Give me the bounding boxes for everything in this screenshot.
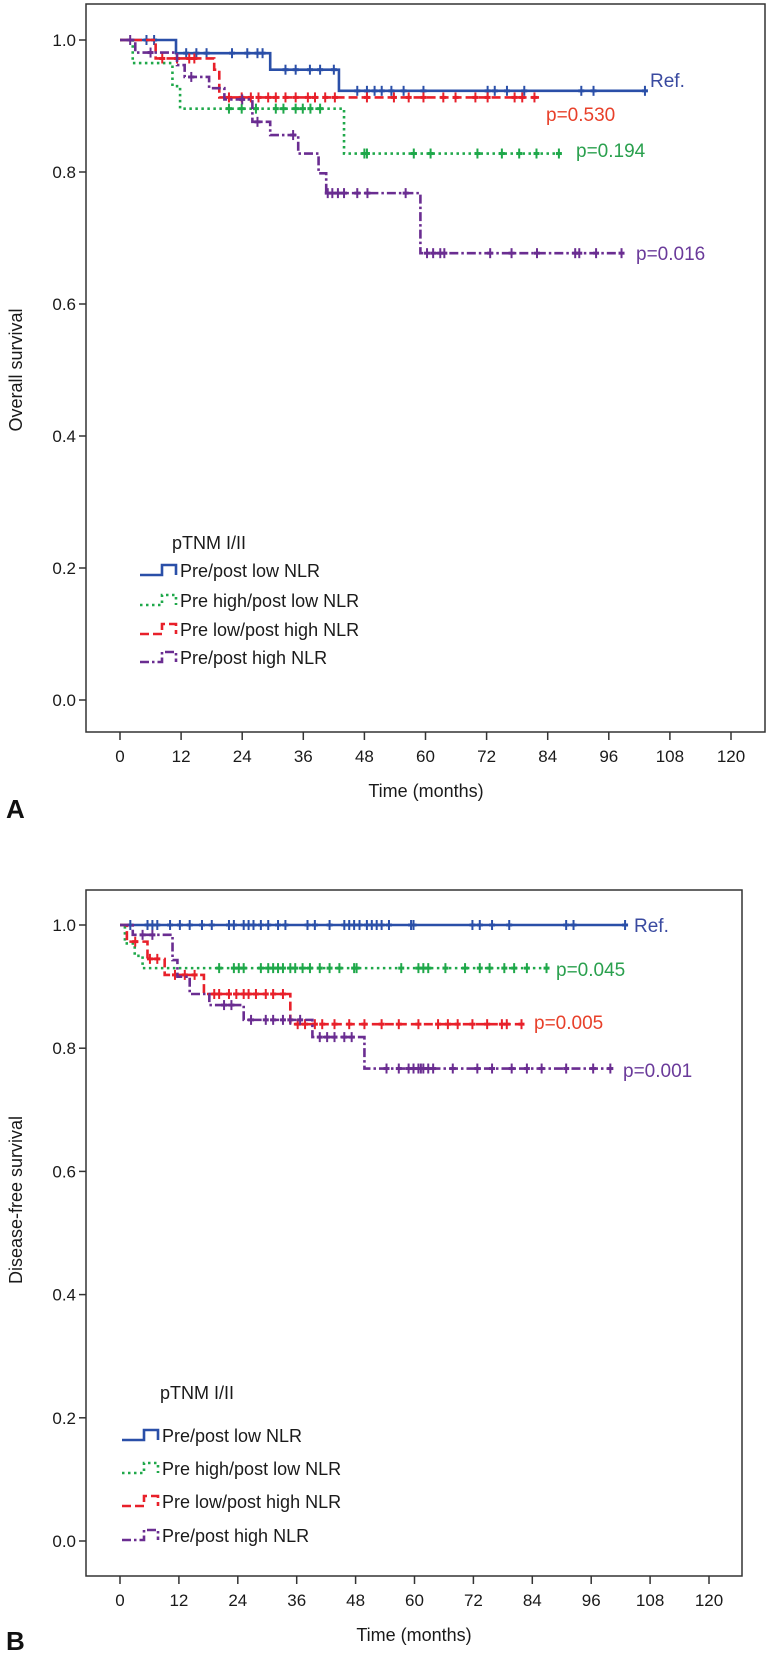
x-tick-label: 84 [523, 1591, 542, 1610]
legend-entry-label: Pre low/post high NLR [180, 620, 359, 640]
x-tick-label: 48 [355, 747, 374, 766]
legend-entry-label: Pre high/post low NLR [180, 591, 359, 611]
y-tick-label: 0.4 [52, 427, 76, 446]
x-tick-label: 60 [416, 747, 435, 766]
y-axis-label: Overall survival [6, 308, 26, 431]
panel-label: B [6, 1626, 25, 1656]
y-tick-label: 0.2 [52, 559, 76, 578]
x-axis-label: Time (months) [368, 781, 483, 801]
legend-entry-label: Pre/post low NLR [180, 561, 320, 581]
x-tick-label: 96 [582, 1591, 601, 1610]
legend-entry-label: Pre low/post high NLR [162, 1492, 341, 1512]
x-tick-label: 60 [405, 1591, 424, 1610]
legend-title: pTNM I/II [172, 533, 246, 553]
x-tick-label: 0 [115, 1591, 124, 1610]
y-tick-label: 0.6 [52, 1162, 76, 1181]
legend-entry-label: Pre/post low NLR [162, 1426, 302, 1446]
x-tick-label: 108 [636, 1591, 664, 1610]
axis-ticks: 0.0 0.2 0.4 0.6 0.8 1.0 0 12 24 36 48 60 72 84 96 108 12… [52, 31, 745, 766]
y-tick-label: 0.8 [52, 1039, 76, 1058]
legend-line-sample [140, 622, 178, 636]
x-tick-label: 24 [228, 1591, 247, 1610]
x-tick-label: 36 [287, 1591, 306, 1610]
survival-curves [120, 35, 648, 259]
x-tick-label: 36 [294, 747, 313, 766]
legend: pTNM I/II Pre/post low NLR Pre high/post … [140, 533, 359, 668]
survival-curve-line [120, 923, 525, 1026]
x-axis-label: Time (months) [356, 1625, 471, 1645]
x-tick-label: 72 [464, 1591, 483, 1610]
p-value-label: Ref. [634, 916, 669, 937]
x-tick-label: 84 [538, 747, 557, 766]
panel-label: A [6, 794, 25, 824]
legend-line-sample [140, 563, 178, 577]
x-tick-label: 72 [477, 747, 496, 766]
p-value-label: p=0.016 [636, 244, 705, 265]
legend-entry-label: Pre/post high NLR [162, 1526, 309, 1546]
survival-curve-line [120, 38, 540, 99]
survival-curve-line [120, 923, 611, 1070]
p-value-label: p=0.194 [576, 141, 646, 162]
legend-line-sample [122, 1461, 160, 1475]
survival-curve-line [120, 38, 562, 155]
y-tick-label: 0.6 [52, 295, 76, 314]
survival-curves [120, 920, 629, 1074]
p-value-label: p=0.005 [534, 1013, 603, 1034]
legend-line-sample [122, 1528, 160, 1542]
legend-line-sample [122, 1428, 160, 1442]
x-tick-label: 24 [233, 747, 252, 766]
legend-line-sample [140, 593, 178, 607]
x-tick-label: 120 [717, 747, 745, 766]
y-tick-label: 1.0 [52, 916, 76, 935]
p-value-label: p=0.530 [546, 105, 615, 126]
y-tick-label: 0.8 [52, 163, 76, 182]
x-tick-label: 108 [656, 747, 684, 766]
chart-a-overall-survival: 0.0 0.2 0.4 0.6 0.8 1.0 0 12 24 36 48 60 72 84 96 108 12… [6, 3, 766, 824]
y-tick-label: 1.0 [52, 31, 76, 50]
chart-b-disease-free-survival: 0.0 0.2 0.4 0.6 0.8 1.0 0 12 24 36 48 60 72 84 96 108 12… [6, 889, 743, 1656]
survival-curve-line [120, 38, 647, 93]
y-tick-label: 0.0 [52, 691, 76, 710]
survival-curve-line [120, 923, 547, 970]
y-tick-label: 0.2 [52, 1409, 76, 1428]
axis-ticks: 0.0 0.2 0.4 0.6 0.8 1.0 0 12 24 36 48 60 72 84 96 108 12… [52, 916, 723, 1610]
p-value-labels: Ref. p=0.045 p=0.005 p=0.001 [534, 916, 692, 1082]
p-value-labels: Ref. p=0.194 p=0.530 p=0.016 [546, 71, 705, 265]
y-tick-label: 0.4 [52, 1286, 76, 1305]
legend-entry-label: Pre high/post low NLR [162, 1459, 341, 1479]
legend-entry-label: Pre/post high NLR [180, 648, 327, 668]
x-tick-label: 48 [346, 1591, 365, 1610]
y-axis-label: Disease-free survival [6, 1116, 26, 1284]
p-value-label: p=0.001 [623, 1061, 692, 1082]
legend-line-sample [140, 650, 178, 664]
x-tick-label: 12 [172, 747, 191, 766]
x-tick-label: 120 [695, 1591, 723, 1610]
legend-title: pTNM I/II [160, 1383, 234, 1403]
y-tick-label: 0.0 [52, 1532, 76, 1551]
legend: pTNM I/II Pre/post low NLR Pre high/post … [122, 1383, 341, 1546]
legend-line-sample [122, 1494, 160, 1508]
survival-curve-line [120, 38, 624, 255]
p-value-label: p=0.045 [556, 960, 625, 981]
x-tick-label: 12 [169, 1591, 188, 1610]
p-value-label: Ref. [650, 71, 685, 92]
x-tick-label: 96 [599, 747, 618, 766]
x-tick-label: 0 [115, 747, 124, 766]
